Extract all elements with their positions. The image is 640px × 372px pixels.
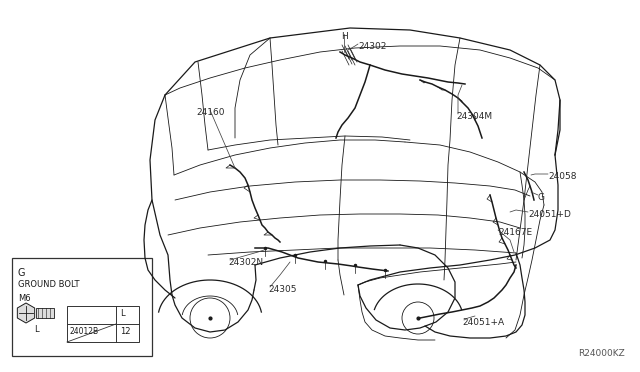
Text: 24051+D: 24051+D [528,210,571,219]
Text: M6: M6 [18,294,31,303]
Text: 24304M: 24304M [456,112,492,121]
Bar [67,306,139,342]
Text: 24051+A: 24051+A [462,318,504,327]
Text: 24012B: 24012B [70,327,99,336]
Text: 24302N: 24302N [228,258,263,267]
Bar [36,308,54,318]
Text: 24160: 24160 [196,108,225,117]
Text: 12: 12 [120,327,131,336]
Text: L: L [120,309,125,318]
Text: GROUND BOLT: GROUND BOLT [18,280,79,289]
Text: 24302: 24302 [358,42,387,51]
Text: 24167E: 24167E [498,228,532,237]
Polygon shape [17,303,35,323]
Text: G: G [18,268,26,278]
Text: R24000KZ: R24000KZ [579,349,625,358]
Text: G: G [537,193,544,202]
Text: L: L [34,325,38,334]
Text: H: H [340,32,348,41]
Text: 24058: 24058 [548,172,577,181]
Bar [12,258,152,356]
Text: 24305: 24305 [268,285,296,294]
